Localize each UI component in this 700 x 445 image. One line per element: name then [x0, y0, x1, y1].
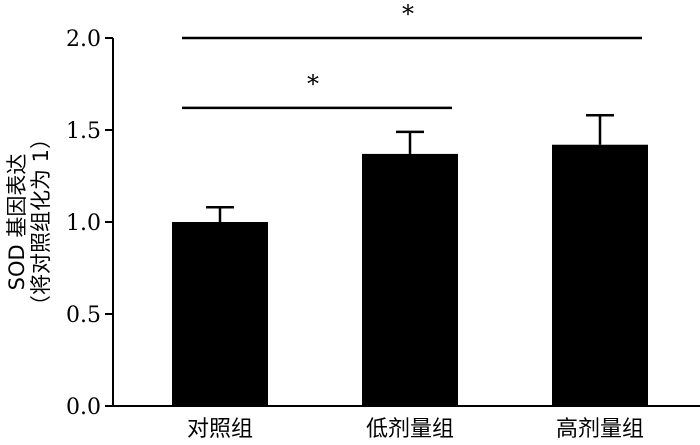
x-tick-labels: 对照组 低剂量组 高剂量组	[187, 417, 644, 442]
y-axis-label-group: SOD 基因表达 （将对照组化为 1）	[5, 128, 53, 316]
bar	[362, 153, 458, 406]
significance-star: *	[402, 0, 414, 28]
y-tick-label: 1.5	[66, 119, 101, 144]
significance-star: *	[307, 70, 319, 98]
y-tick-label: 0.5	[66, 303, 101, 328]
bars	[172, 114, 648, 406]
y-tick-labels: 0.0 0.5 1.0 1.5 2.0	[66, 27, 101, 420]
x-tick-label: 低剂量组	[366, 417, 454, 442]
y-tick-label: 2.0	[66, 27, 101, 52]
bar	[172, 222, 268, 406]
x-tick-label: 对照组	[187, 417, 253, 442]
y-tick-label: 1.0	[66, 211, 101, 236]
y-axis-label: SOD 基因表达	[5, 154, 29, 291]
significance-annotations: **	[182, 0, 642, 110]
y-tick-label: 0.0	[66, 395, 101, 420]
bar	[552, 144, 648, 406]
y-axis-label-line2: （将对照组化为 1）	[29, 128, 53, 316]
x-tick-label: 高剂量组	[556, 417, 644, 442]
